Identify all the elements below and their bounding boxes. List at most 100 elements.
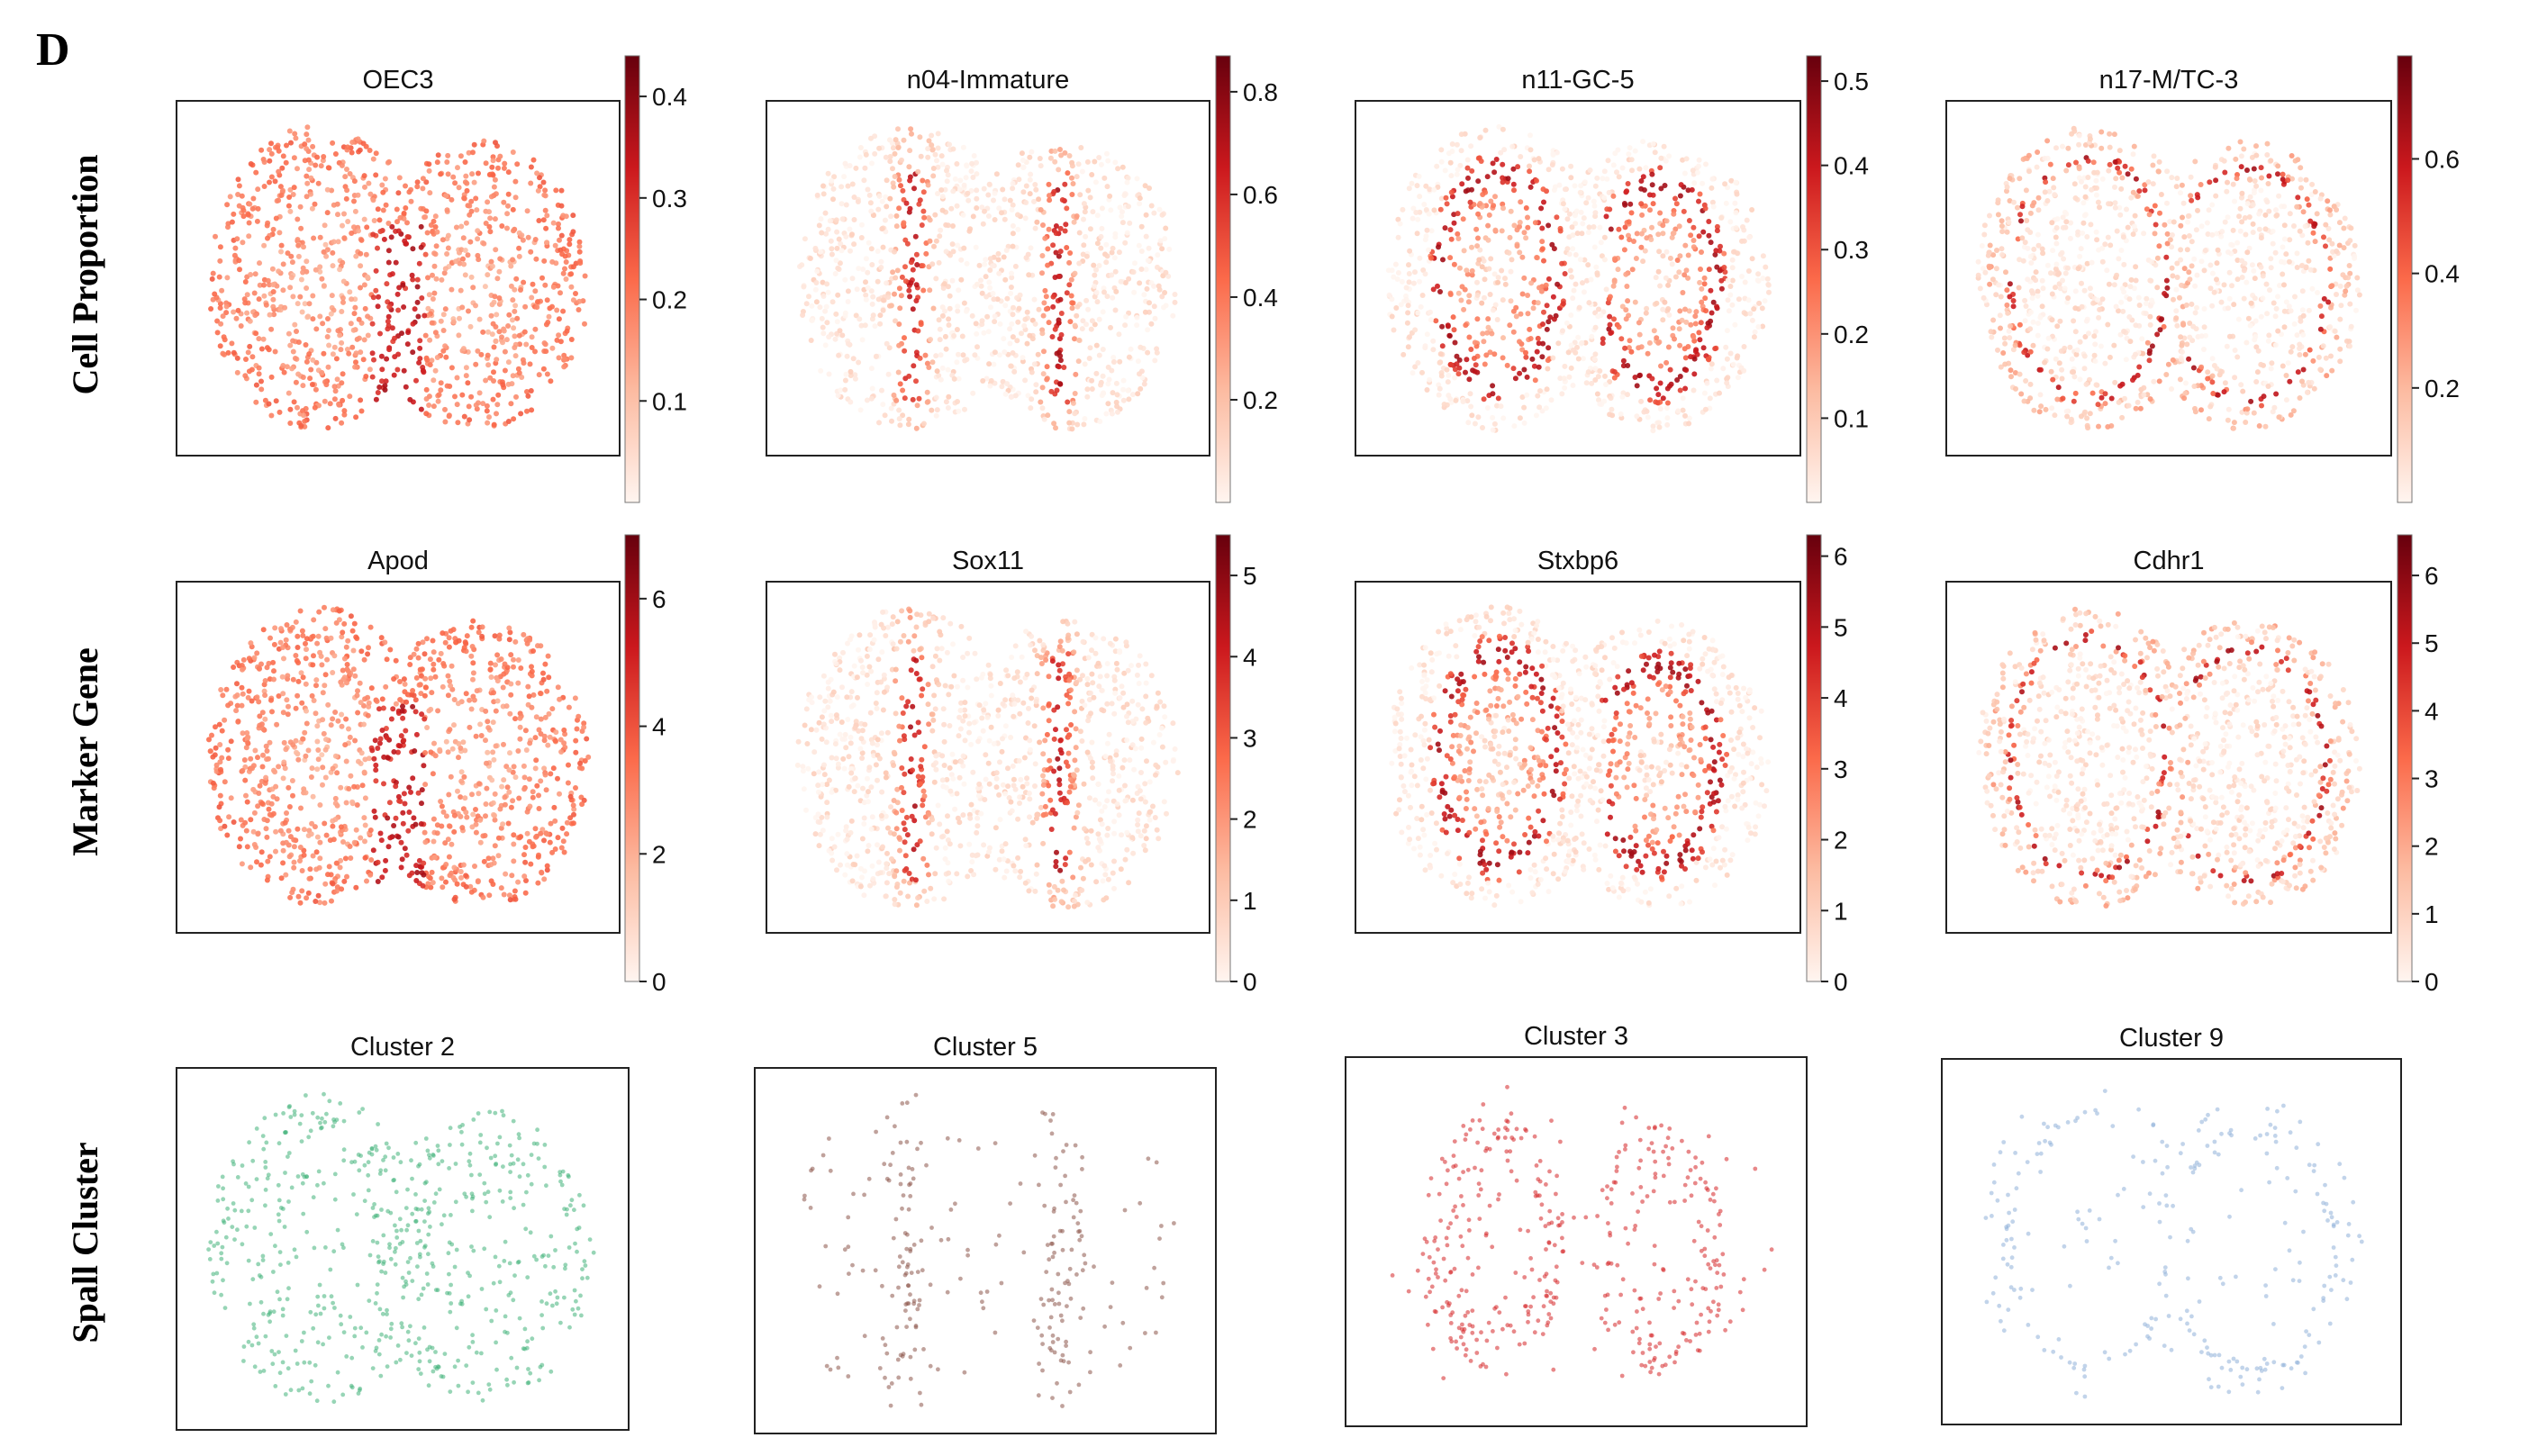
spot — [2154, 331, 2161, 338]
spot — [440, 348, 447, 354]
spot — [1636, 331, 1643, 338]
spot — [1447, 227, 1454, 233]
spot — [449, 365, 455, 371]
spot — [2033, 277, 2039, 284]
spot — [1101, 289, 1107, 295]
spot — [1070, 400, 1076, 406]
spot — [371, 218, 377, 223]
spot — [2315, 290, 2320, 295]
spot — [485, 420, 491, 426]
spot — [1736, 296, 1742, 303]
spot — [906, 287, 912, 294]
spot — [467, 203, 473, 209]
spot — [1464, 165, 1471, 171]
spot — [2264, 152, 2271, 158]
spot — [1109, 272, 1115, 278]
spot — [1428, 228, 1435, 234]
spot — [986, 279, 993, 285]
spot — [256, 371, 262, 377]
spot — [483, 160, 489, 167]
spot — [328, 311, 334, 317]
spot — [1405, 310, 1411, 316]
spot — [529, 294, 535, 301]
spot — [936, 317, 942, 323]
spot — [970, 175, 976, 180]
spot — [1586, 300, 1592, 306]
spot — [473, 733, 479, 739]
spot — [1043, 294, 1049, 300]
spot — [1004, 381, 1011, 387]
spot — [1040, 371, 1047, 377]
spot — [2017, 176, 2023, 182]
spot — [865, 186, 871, 193]
spot — [289, 259, 295, 266]
spot — [1483, 352, 1490, 358]
spot — [1521, 230, 1527, 236]
spot — [530, 157, 537, 163]
spot — [2310, 230, 2316, 236]
spot — [1603, 213, 1609, 220]
spot — [996, 352, 1002, 358]
spot — [351, 198, 357, 204]
spot — [301, 412, 306, 419]
spot — [1657, 283, 1663, 289]
spot — [802, 236, 808, 242]
spot — [2314, 211, 2320, 217]
spot — [370, 197, 376, 203]
spot — [1053, 425, 1058, 431]
spot — [2178, 247, 2184, 253]
spot — [462, 159, 468, 165]
spot — [243, 357, 249, 362]
spot — [2300, 331, 2307, 338]
spot — [2147, 277, 2153, 284]
spot — [2243, 279, 2250, 285]
spot — [2253, 318, 2259, 324]
spot — [510, 149, 516, 155]
spot — [2239, 190, 2245, 196]
spot — [401, 210, 407, 216]
spot — [893, 213, 900, 219]
spot — [2107, 144, 2113, 150]
spot — [424, 725, 431, 730]
spot — [2008, 367, 2014, 374]
spot — [2309, 285, 2316, 292]
colorbar-tick-label: 0.5 — [1834, 68, 1869, 95]
spot — [561, 352, 567, 358]
spot — [2065, 145, 2071, 151]
spot — [370, 847, 376, 854]
spot — [2051, 185, 2057, 191]
spot — [2253, 152, 2260, 158]
spot — [385, 313, 392, 320]
spot — [2090, 159, 2097, 166]
spot — [2292, 158, 2298, 164]
row-label-marker-gene: Marker Gene — [65, 647, 105, 855]
spot — [329, 293, 335, 299]
spot — [2241, 267, 2247, 274]
spot — [436, 392, 442, 398]
spot — [1431, 186, 1437, 193]
spot — [1464, 398, 1471, 404]
spot — [565, 780, 571, 786]
spot — [2211, 289, 2217, 295]
spot — [2012, 342, 2018, 348]
spot — [2234, 276, 2241, 283]
spot — [902, 264, 908, 270]
spot — [1490, 414, 1496, 421]
spot — [1041, 300, 1047, 306]
spot — [573, 749, 579, 755]
spot — [2312, 189, 2318, 194]
spot — [2092, 341, 2098, 348]
spot — [304, 285, 310, 291]
spot — [213, 762, 220, 768]
spot — [2111, 282, 2117, 288]
spot — [2092, 358, 2098, 365]
spot — [2252, 276, 2258, 282]
colorbar-gradient — [1806, 55, 1822, 503]
spot — [2135, 372, 2141, 378]
spot — [548, 378, 554, 384]
spot — [424, 357, 431, 363]
spot — [944, 167, 949, 174]
spot — [490, 172, 496, 178]
spot — [2347, 301, 2353, 307]
spot — [2193, 326, 2199, 332]
